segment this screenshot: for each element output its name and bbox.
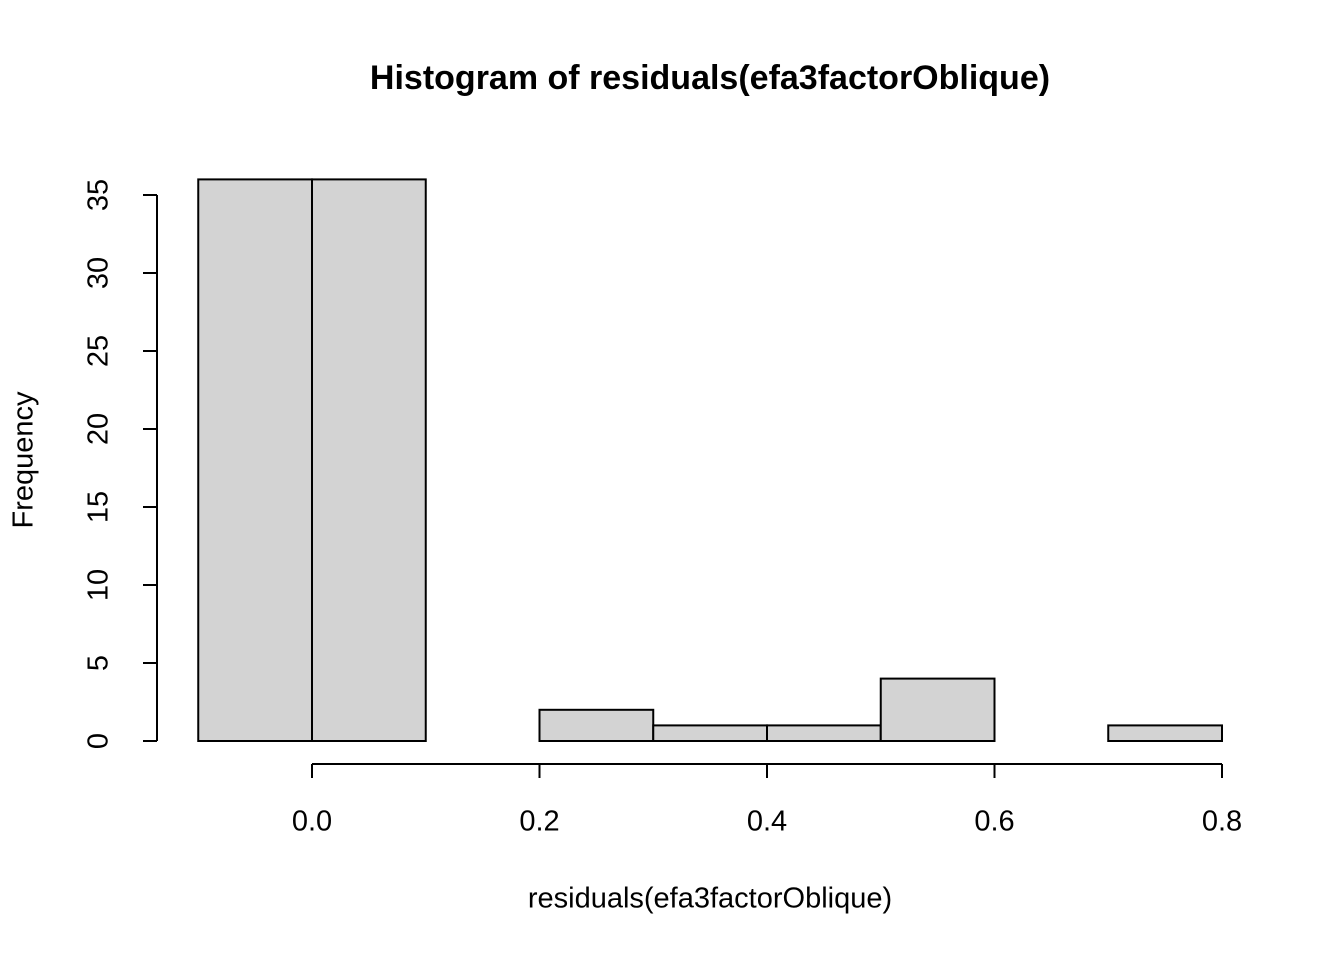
y-tick-label: 5	[83, 655, 115, 671]
bar	[1107, 724, 1223, 743]
bar	[766, 724, 882, 743]
chart-title: Histogram of residuals(efa3factorOblique…	[370, 59, 1050, 97]
bar	[652, 724, 768, 743]
y-tick-label: 20	[83, 413, 115, 445]
x-tick-label: 0.0	[292, 806, 332, 838]
x-tick-label: 0.6	[974, 806, 1014, 838]
y-tick-label: 35	[83, 179, 115, 211]
x-tick-label: 0.4	[747, 806, 787, 838]
y-tick-label: 0	[83, 733, 115, 749]
bar	[311, 178, 427, 742]
y-tick-label: 25	[83, 335, 115, 367]
bar	[197, 178, 313, 742]
x-tick-label: 0.8	[1202, 806, 1242, 838]
x-axis-label: residuals(efa3factorOblique)	[528, 883, 892, 915]
x-tick-label: 0.2	[519, 806, 559, 838]
bar	[538, 708, 655, 742]
bar	[879, 677, 996, 742]
y-axis-label: Frequency	[8, 391, 40, 529]
y-tick-label: 10	[83, 569, 115, 601]
y-tick-label: 15	[83, 491, 115, 523]
y-tick-label: 30	[83, 257, 115, 289]
